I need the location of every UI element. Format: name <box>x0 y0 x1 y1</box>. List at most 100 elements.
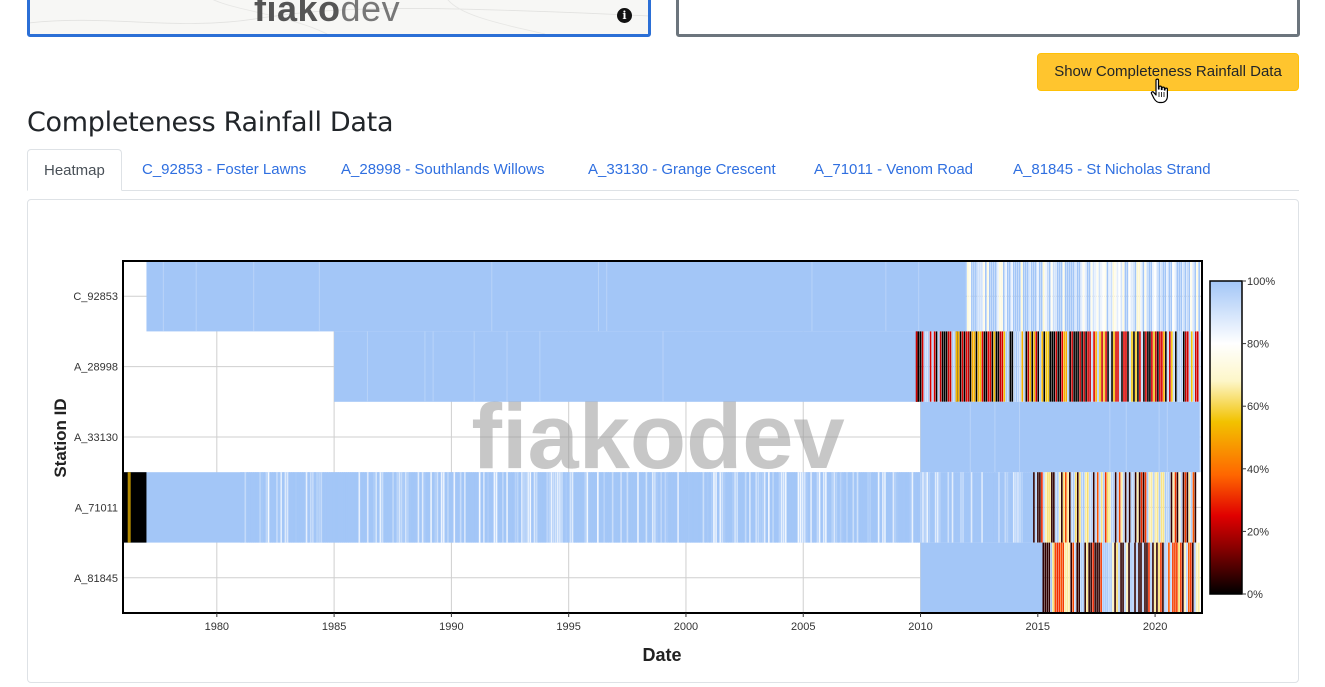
heatmap-cell <box>1143 331 1145 402</box>
heatmap-cell <box>1130 472 1133 543</box>
heatmap-cell <box>765 472 768 543</box>
heatmap-cell <box>848 472 850 543</box>
heatmap-cell <box>1055 331 1057 402</box>
show-completeness-button[interactable]: Show Completeness Rainfall Data <box>1037 53 1299 91</box>
heatmap-cell <box>875 472 878 543</box>
heatmap-cell <box>658 472 660 543</box>
heatmap-cell <box>318 261 320 332</box>
heatmap-cell <box>195 261 197 332</box>
heatmap-cell <box>989 472 992 543</box>
heatmap-cell <box>626 472 629 543</box>
heatmap-cell <box>592 472 595 543</box>
heatmap-cell <box>1082 472 1085 543</box>
heatmap-cell <box>687 472 690 543</box>
heatmap-cell <box>987 472 990 543</box>
tab-heatmap[interactable]: Heatmap <box>27 149 122 191</box>
watermark-logo: fiakodev <box>254 0 401 29</box>
heatmap-cell <box>799 472 802 543</box>
heatmap-cell <box>263 472 266 543</box>
tab-a-81845[interactable]: A_81845 - St Nicholas Strand <box>1013 161 1211 178</box>
heatmap-cell <box>917 331 920 402</box>
heatmap-cell <box>1146 542 1148 613</box>
heatmap-cell <box>123 472 147 543</box>
heatmap-cell <box>711 472 713 543</box>
heatmap-cell <box>567 472 570 543</box>
colorbar-tick-label: 60% <box>1247 401 1269 413</box>
heatmap-cell <box>971 261 973 332</box>
heatmap-cell <box>1186 542 1188 613</box>
heatmap-cell <box>590 472 593 543</box>
heatmap-cell <box>1058 261 1061 332</box>
heatmap-cell <box>1092 261 1095 332</box>
heatmap-cell <box>369 472 371 543</box>
heatmap-cell <box>514 472 517 543</box>
heatmap-cell <box>1158 401 1160 473</box>
heatmap-cell <box>1073 331 1075 402</box>
info-icon[interactable]: i <box>617 8 632 23</box>
heatmap-cell <box>865 472 867 543</box>
heatmap-cell <box>1049 472 1051 543</box>
heatmap-cell <box>1082 542 1084 613</box>
heatmap-cell <box>426 472 428 543</box>
heatmap-cell <box>673 472 675 543</box>
heatmap-cell <box>571 472 574 543</box>
heatmap-cell <box>474 472 477 543</box>
heatmap-cell <box>981 261 983 332</box>
heatmap-cell <box>1178 542 1180 613</box>
heatmap-cell <box>1100 472 1103 543</box>
heatmap-cell <box>1072 261 1075 332</box>
heatmap-cell <box>1091 331 1093 402</box>
heatmap-cell <box>1064 261 1067 332</box>
tab-a-33130[interactable]: A_33130 - Grange Crescent <box>588 161 776 178</box>
heatmap-cell <box>825 472 827 543</box>
map-background <box>30 0 648 34</box>
heatmap-cell <box>827 472 829 543</box>
heatmap-cell <box>1095 331 1097 402</box>
heatmap-cell <box>768 472 770 543</box>
tab-a-71011[interactable]: A_71011 - Venom Road <box>814 161 974 178</box>
heatmap-cell <box>1186 331 1189 402</box>
heatmap-cell <box>1065 472 1067 543</box>
heatmap-cell <box>1008 472 1011 543</box>
heatmap-cell <box>1002 261 1005 332</box>
tab-a-28998[interactable]: A_28998 - Southlands Willows <box>341 161 545 178</box>
heatmap-cell <box>1020 261 1023 332</box>
heatmap-cell <box>1136 261 1139 332</box>
heatmap-cell <box>1141 331 1143 402</box>
heatmap-cell <box>1074 472 1077 543</box>
heatmap-cell <box>1044 542 1047 613</box>
heatmap-cell <box>1109 401 1111 473</box>
heatmap-cell <box>1094 542 1096 613</box>
heatmap-cell <box>432 472 434 543</box>
heatmap-cell <box>502 472 504 543</box>
heatmap-cell <box>1064 542 1067 613</box>
heatmap-cell <box>299 472 301 543</box>
heatmap-cell <box>434 472 437 543</box>
heatmap-cell <box>1190 261 1192 332</box>
heatmap-cell <box>778 472 781 543</box>
heatmap-cell <box>1148 472 1151 543</box>
heatmap-cell <box>965 331 968 402</box>
heatmap-cell <box>863 472 865 543</box>
heatmap-cell <box>1063 331 1065 402</box>
map-card[interactable]: fiakodev i <box>27 0 651 37</box>
tab-c-92853[interactable]: C_92853 - Foster Lawns <box>142 161 307 178</box>
completeness-heatmap[interactable]: fiakodev C_92853 A_28998 A_33130 A_71011 A_8… <box>28 200 1298 682</box>
heatmap-cell <box>1151 331 1153 402</box>
heatmap-cell <box>831 472 833 543</box>
heatmap-cell <box>1009 331 1012 402</box>
heatmap-cell <box>1125 331 1127 402</box>
heatmap-cell <box>937 331 940 402</box>
heatmap-cell <box>977 331 980 402</box>
heatmap-cell <box>316 472 318 543</box>
heatmap-cell <box>1179 331 1181 402</box>
heatmap-cell <box>998 472 1000 543</box>
heatmap-cell <box>742 472 745 543</box>
heatmap-cell <box>660 472 662 543</box>
heatmap-cell <box>1104 472 1107 543</box>
y-axis-ticks: C_92853 A_28998 A_33130 A_71011 A_81845 <box>73 291 118 585</box>
heatmap-cell <box>1125 401 1127 473</box>
heatmap-cell <box>850 472 852 543</box>
heatmap-cell <box>288 472 291 543</box>
heatmap-cell <box>453 472 456 543</box>
